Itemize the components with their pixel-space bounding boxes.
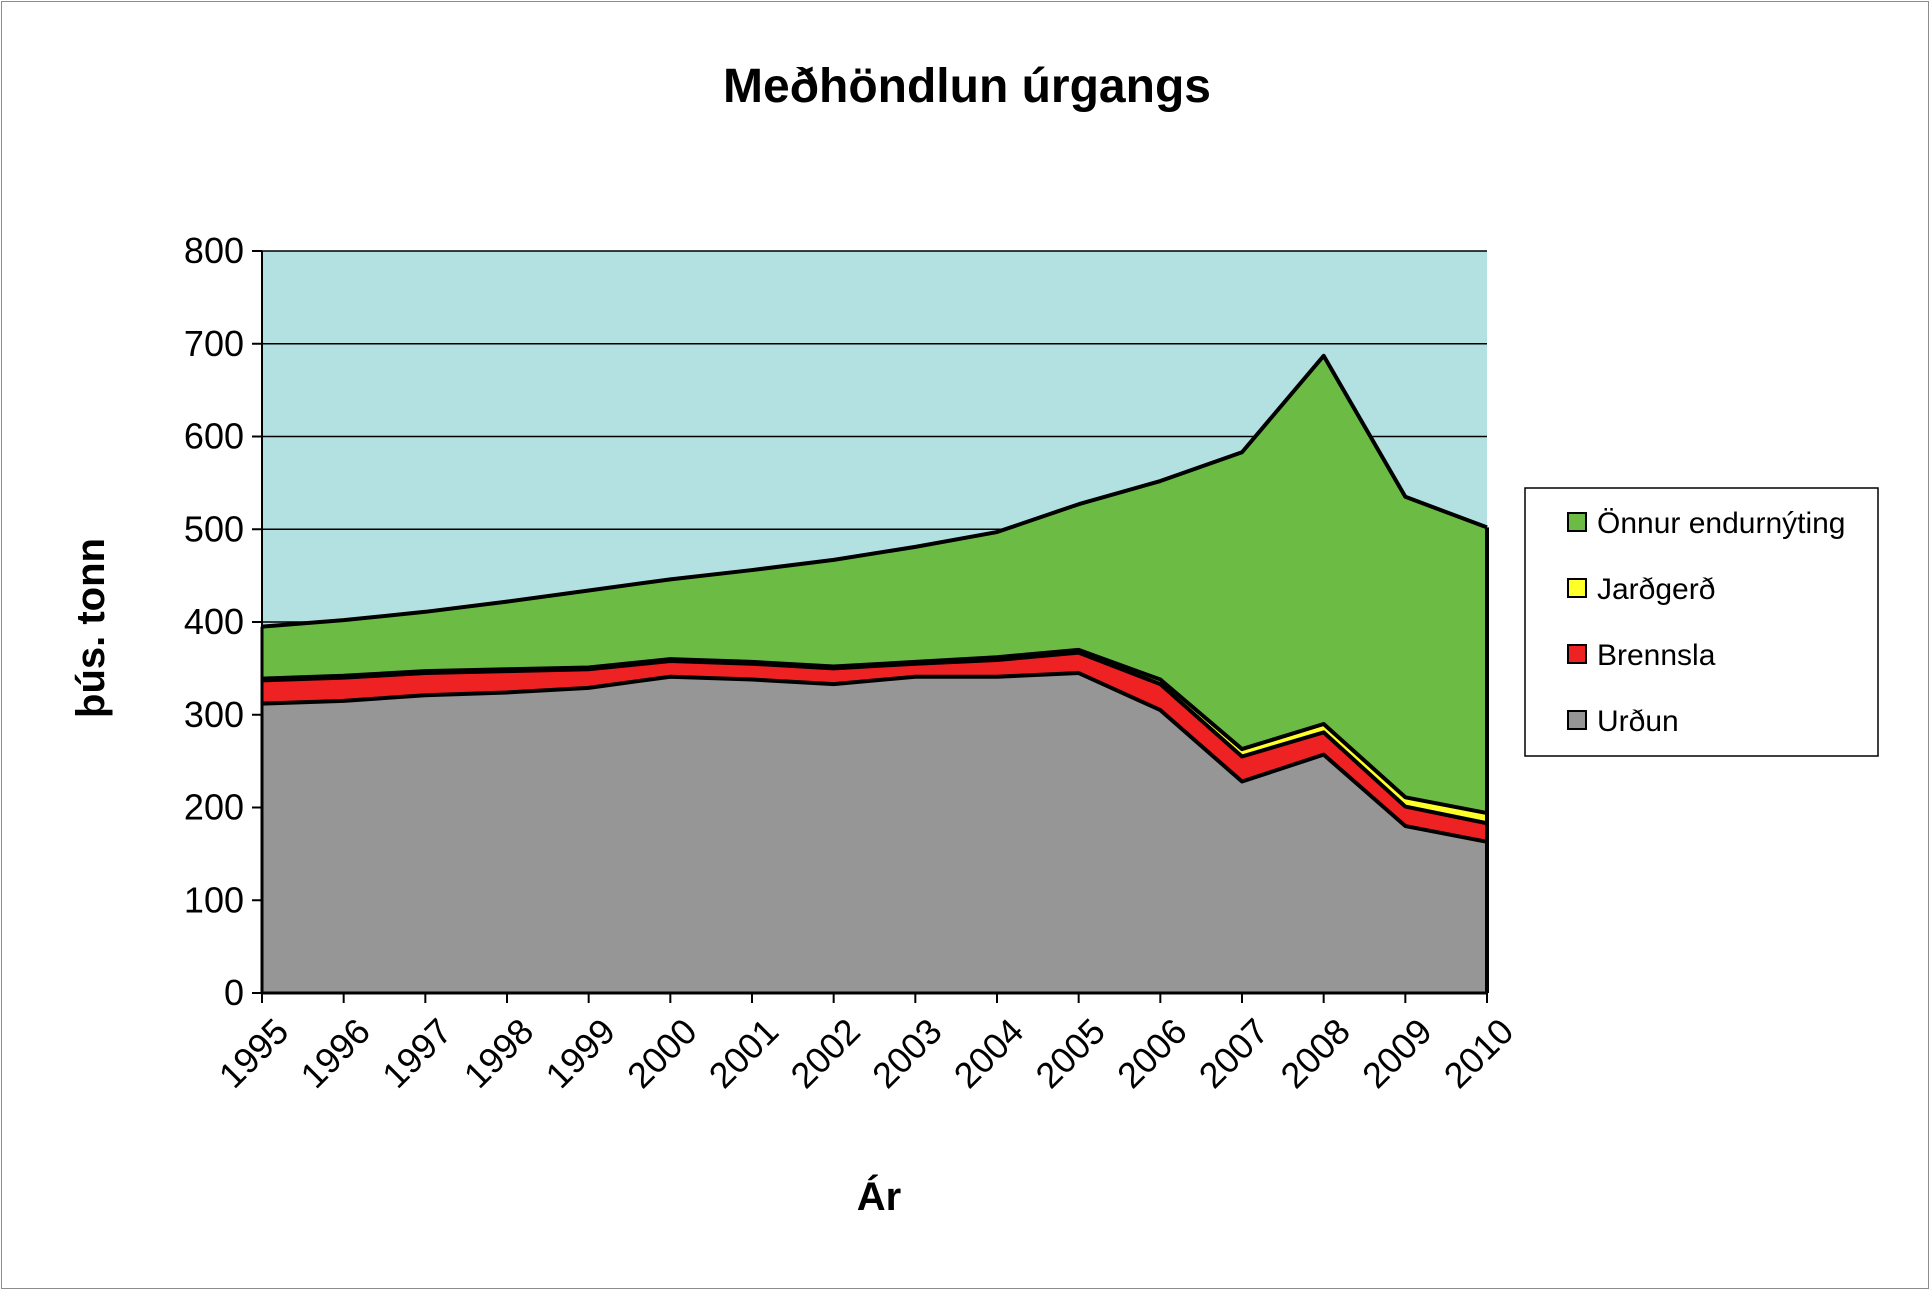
series-line-urðun bbox=[261, 671, 1488, 844]
legend-label: Urðun bbox=[1597, 705, 1679, 738]
area-urðun bbox=[262, 673, 1487, 993]
legend-swatch bbox=[1567, 710, 1587, 730]
legend-swatch bbox=[1567, 512, 1587, 532]
plot-area: 0100200300400500600700800199519961997199… bbox=[184, 230, 1521, 1096]
x-tick-label: 1998 bbox=[456, 1010, 542, 1096]
legend-label: Brennsla bbox=[1597, 639, 1716, 672]
y-tick-label: 100 bbox=[184, 879, 244, 920]
chart-title: Meðhöndlun úrgangs bbox=[723, 60, 1211, 113]
y-tick-label: 400 bbox=[184, 601, 244, 642]
area-önnur-endurnýting bbox=[262, 355, 1487, 814]
y-tick-label: 200 bbox=[184, 787, 244, 828]
x-tick-label: 1999 bbox=[537, 1010, 623, 1096]
y-tick-label: 500 bbox=[184, 508, 244, 549]
x-tick-label: 2000 bbox=[619, 1010, 705, 1096]
x-tick-label: 2008 bbox=[1272, 1010, 1358, 1096]
x-tick-label: 2001 bbox=[701, 1010, 787, 1096]
y-tick-label: 600 bbox=[184, 416, 244, 457]
legend-label: Jarðgerð bbox=[1597, 573, 1715, 606]
x-tick-label: 1996 bbox=[292, 1010, 378, 1096]
x-axis-title: Ár bbox=[857, 1174, 901, 1219]
legend-swatch bbox=[1567, 644, 1587, 664]
x-tick-label: 1997 bbox=[374, 1010, 460, 1096]
x-tick-label: 1995 bbox=[211, 1010, 297, 1096]
x-tick-label: 2003 bbox=[864, 1010, 950, 1096]
legend: Önnur endurnýting Jarðgerð Brennsla Urðun bbox=[1524, 487, 1879, 757]
series-line-jarðgerð bbox=[261, 647, 1488, 816]
x-tick-label: 2006 bbox=[1109, 1010, 1195, 1096]
y-tick-label: 300 bbox=[184, 694, 244, 735]
legend-swatch bbox=[1567, 578, 1587, 598]
x-tick-label: 2002 bbox=[782, 1010, 868, 1096]
y-axis-title: þús. tonn bbox=[69, 538, 113, 718]
series-line-önnur-endurnýting bbox=[261, 353, 1488, 629]
x-tick-label: 2005 bbox=[1027, 1010, 1113, 1096]
x-tick-label: 2004 bbox=[946, 1010, 1032, 1096]
x-tick-label: 2007 bbox=[1191, 1010, 1277, 1096]
y-tick-label: 800 bbox=[184, 230, 244, 271]
x-tick-label: 2009 bbox=[1354, 1010, 1440, 1096]
x-tick-label: 2010 bbox=[1436, 1010, 1522, 1096]
y-tick-label: 0 bbox=[224, 972, 244, 1013]
y-tick-label: 700 bbox=[184, 323, 244, 364]
legend-label: Önnur endurnýting bbox=[1597, 507, 1846, 540]
